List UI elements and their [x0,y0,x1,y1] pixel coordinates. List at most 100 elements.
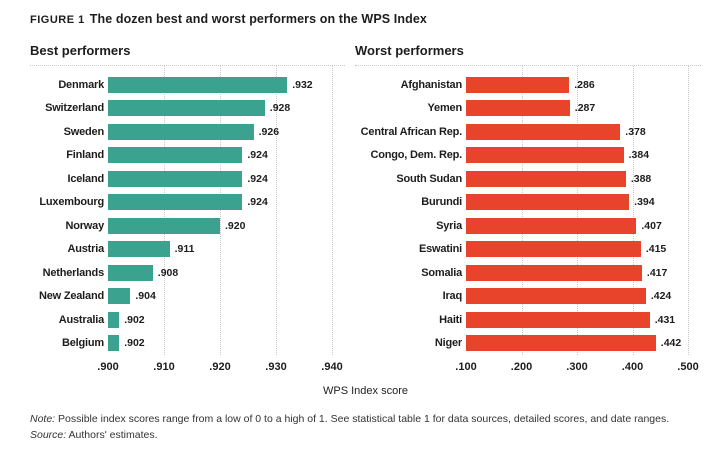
bar-track: .924 [108,170,332,187]
value-label: .902 [124,313,145,326]
axis-tick: .300 [566,361,588,373]
bar-row: Belgium .902 [30,332,345,356]
category-label: Netherlands [42,266,105,279]
bar [108,123,254,140]
value-label: .287 [574,102,596,115]
source-label: Source: [30,428,67,441]
bar [108,76,288,93]
best-performers-axis: .900 .910 .920 .930 .940 [97,361,342,374]
gridline [332,66,333,355]
value-label: .932 [292,78,313,91]
category-label: Sweden [63,125,105,138]
axis-tick: .930 [265,361,287,373]
bar [466,288,646,305]
bar-row: Australia .902 [30,308,345,332]
bar-track: .920 [108,217,332,234]
gridline [220,66,221,355]
category-label: Australia [58,313,104,326]
value-label: .384 [628,149,650,162]
figure-label: FIGURE 1 [30,14,85,26]
axis-tick: .400 [621,361,644,373]
bar-track: .902 [108,335,332,352]
bar-track: .924 [108,194,332,211]
bar-track: .378 [466,123,688,140]
bar [108,194,243,211]
bar-row: Austria .911 [30,238,345,262]
bar-track: .407 [466,217,688,234]
gridline [632,66,634,355]
bar [108,100,265,117]
bar-track: .926 [108,123,332,140]
bar-track: .417 [466,264,688,281]
bar [108,288,131,305]
value-label: .908 [157,266,179,279]
value-label: .286 [574,78,595,91]
bar-row: Iraq .424 [355,285,701,309]
category-label: Denmark [58,78,104,91]
category-label: Iceland [67,172,104,185]
category-label: Iraq [442,290,463,303]
value-label: .415 [645,243,667,256]
source-text: Authors' estimates. [68,428,158,441]
value-label: .924 [247,172,268,185]
category-label: Haiti [439,313,462,326]
category-label: South Sudan [396,172,462,185]
figure-title-text: The dozen best and worst performers on t… [89,12,427,26]
value-label: .394 [634,196,655,209]
axis-tick: .100 [455,361,477,373]
worst-performers-plot: Afghanistan .286 Yemen .287 Central African … [355,65,701,355]
bar-track: .384 [466,147,688,164]
value-label: .442 [660,337,682,350]
category-label: Congo, Dem. Rep. [370,149,462,162]
bar [108,241,170,258]
footnotes: Note: Possible index scores range from a… [30,412,701,444]
source-line: Source: Authors' estimates. [30,428,701,444]
category-label: Yemen [427,102,463,115]
bar-row: Niger .442 [355,332,701,356]
bar [466,170,626,187]
value-label: .911 [174,243,195,256]
gridline [688,66,689,355]
bar-track: .388 [466,170,688,187]
axis-tick: .200 [510,361,533,373]
bar-row: Somalia .417 [355,261,701,285]
axis-tick: .940 [321,361,343,373]
category-label: Syria [436,219,462,232]
value-label: .417 [646,266,668,279]
worst-performers-axis: .100 .200 .300 .400 .500 [455,361,698,374]
value-label: .928 [269,102,291,115]
bar-row: Eswatini .415 [355,238,701,262]
note-label: Note: [30,413,56,425]
bar [466,123,621,140]
category-label: Somalia [421,266,462,279]
value-label: .926 [258,125,280,138]
bar-row: New Zealand .904 [30,285,345,309]
value-label: .902 [124,337,145,350]
worst-gridlines [466,66,689,355]
bar [466,76,570,93]
bar-row: Iceland .924 [30,167,345,191]
best-performers-chart: Best performers Denmark .932 Switzerland .9… [30,43,345,374]
bar-row: Sweden .926 [30,120,345,144]
bar-track: .911 [108,241,332,258]
category-label: Eswatini [418,243,462,256]
bar [466,194,630,211]
bar-row: Yemen .287 [355,97,701,121]
axis-tick: .910 [153,361,175,373]
bar-track: .287 [466,100,688,117]
charts-row: Best performers Denmark .932 Switzerland .9… [30,43,701,374]
bar-row: Central African Rep. .378 [355,120,701,144]
bar-row: Norway .920 [30,214,345,238]
best-performers-heading: Best performers [30,43,131,58]
category-label: Afghanistan [400,78,463,91]
category-label: Burundi [421,196,462,209]
value-label: .904 [135,290,156,303]
bar [108,217,220,234]
bar-row: Congo, Dem. Rep. .384 [355,144,701,168]
value-label: .388 [630,172,652,185]
value-label: .424 [650,290,672,303]
bar-row: Switzerland .928 [30,97,345,121]
axis-tick: .900 [97,361,119,373]
bar-track: .904 [108,288,332,305]
